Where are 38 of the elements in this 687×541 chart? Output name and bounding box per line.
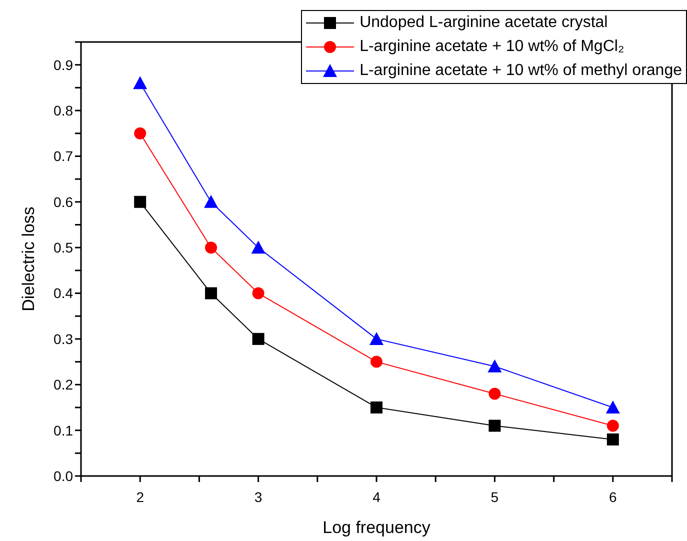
point	[606, 433, 619, 446]
point	[205, 287, 218, 300]
y-tick-label: 0.3	[54, 330, 74, 347]
point	[133, 76, 148, 90]
x-axis-title: Log frequency	[322, 518, 431, 537]
point	[488, 420, 501, 432]
y-tick-label: 0.1	[54, 422, 74, 438]
y-tick-label: 0.5	[54, 240, 74, 256]
point	[134, 127, 146, 140]
point	[205, 242, 218, 254]
y-tick-label: 0.4	[54, 285, 74, 302]
legend-label: L-arginine acetate + 10 wt% of MgCl₂	[360, 38, 624, 56]
legend-label: L-arginine acetate + 10 wt% of methyl orange	[360, 62, 682, 80]
point	[370, 401, 382, 414]
y-tick-label: 0.0	[54, 468, 74, 484]
point	[370, 332, 384, 345]
point	[252, 287, 264, 300]
point	[252, 332, 264, 345]
point	[606, 400, 620, 414]
point	[488, 388, 501, 400]
y-tick-label: 0.7	[54, 148, 74, 164]
point	[606, 420, 619, 432]
x-tick-label: 2	[136, 488, 144, 505]
y-tick-label: 0.8	[54, 102, 74, 118]
point	[251, 240, 266, 254]
legend-label: Undoped L-arginine acetate crystal	[360, 14, 608, 32]
point	[370, 356, 382, 368]
x-tick-label: 3	[254, 488, 262, 505]
y-axis-title: Dielectric loss	[19, 206, 38, 312]
x-tick-label: 5	[490, 488, 499, 505]
point	[488, 359, 502, 372]
y-tick-label: 0.2	[54, 376, 74, 393]
y-tick-label: 0.9	[54, 56, 74, 73]
x-tick-label: 6	[609, 488, 617, 505]
y-tick-label: 0.6	[54, 194, 74, 210]
point	[134, 196, 146, 208]
point	[204, 194, 218, 208]
x-tick-label: 4	[372, 488, 381, 505]
